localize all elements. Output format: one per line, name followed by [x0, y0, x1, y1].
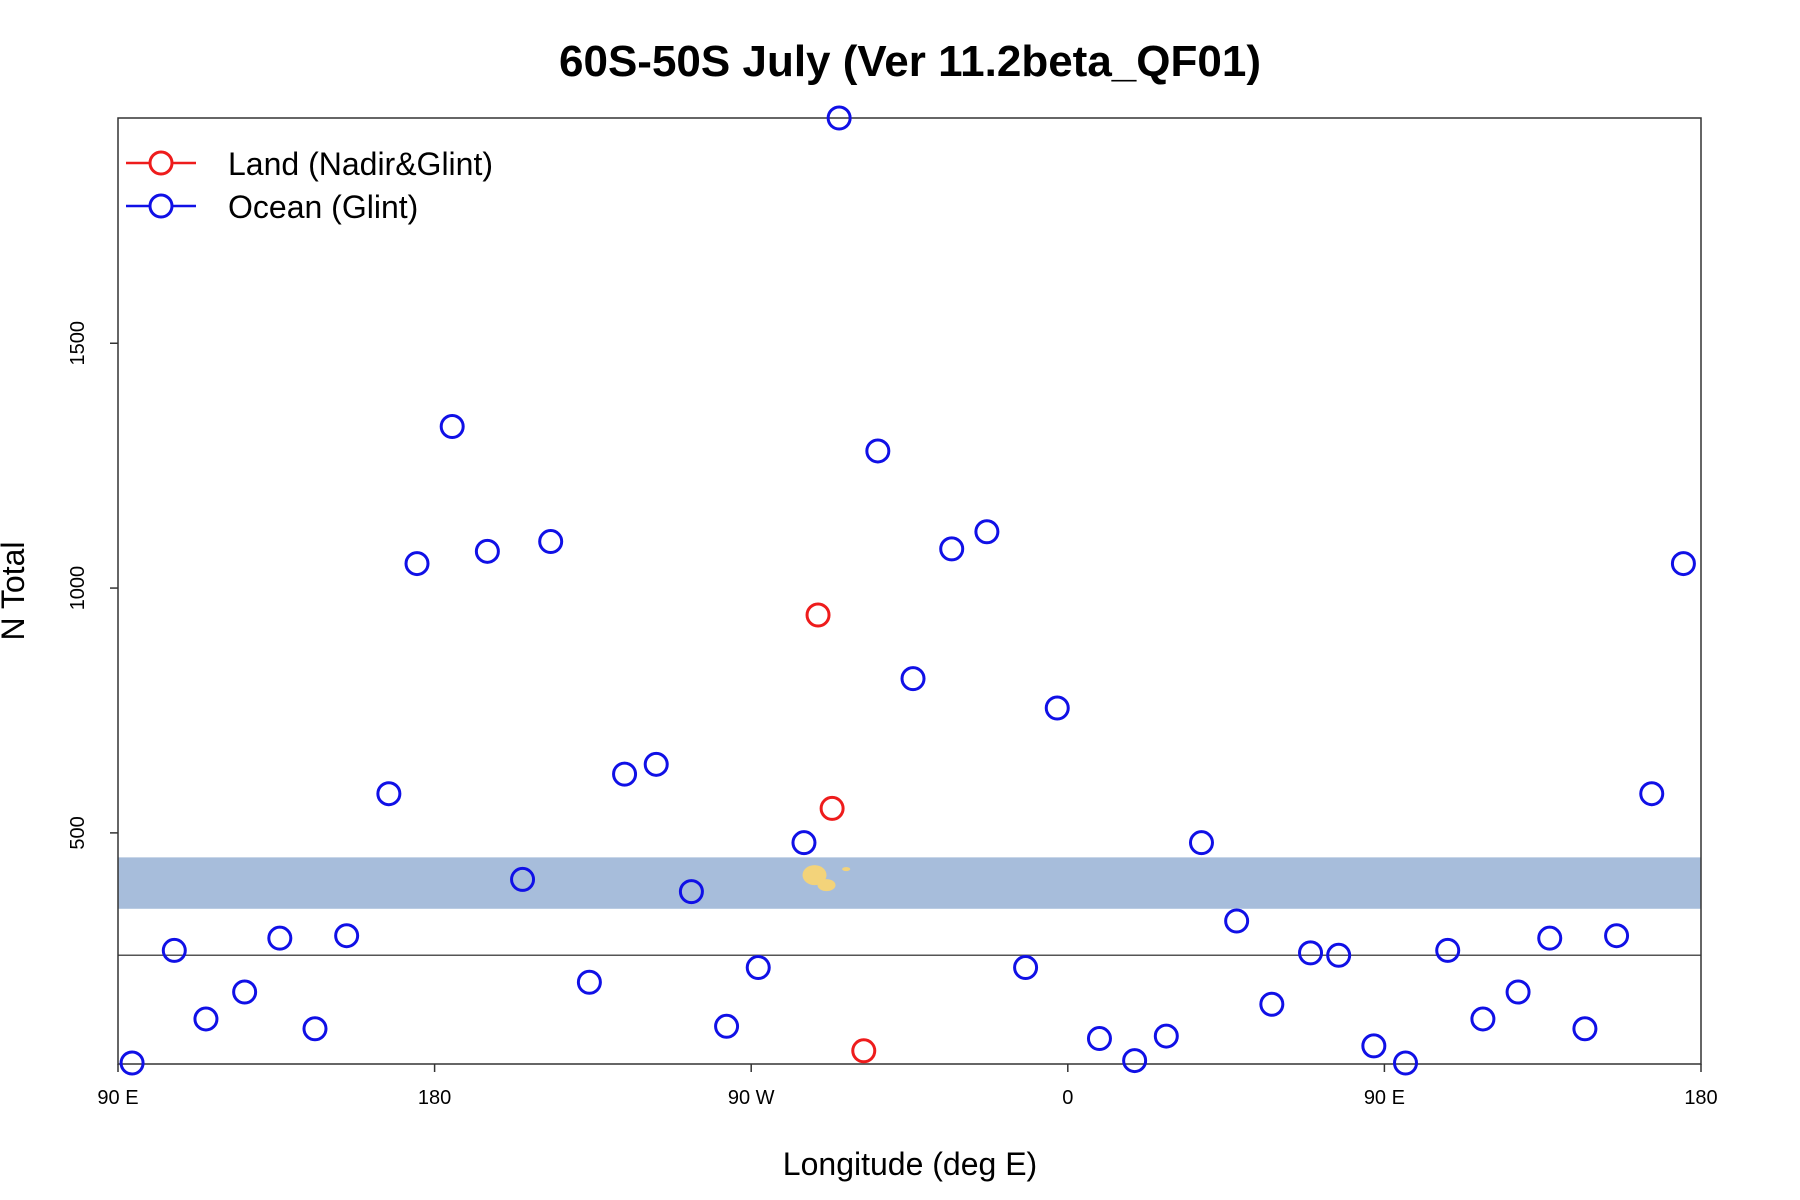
chart-title: 60S-50S July (Ver 11.2beta_QF01)	[559, 37, 1261, 86]
ocean-data-point	[939, 536, 965, 562]
plot-frame	[117, 117, 1702, 1065]
legend-item-ocean: Ocean (Glint)	[126, 189, 418, 225]
y-axis-label: N Total	[0, 541, 31, 640]
ocean-data-point	[161, 937, 187, 963]
ocean-data-point	[900, 666, 926, 692]
ocean-data-point	[612, 761, 638, 787]
ocean-data-point	[474, 538, 500, 564]
land-data-point	[805, 602, 831, 628]
ocean-data-point	[1572, 1016, 1598, 1042]
ocean-data-point	[1604, 923, 1630, 949]
ocean-data-point	[1639, 781, 1665, 807]
legend: Land (Nadir&Glint) Ocean (Glint)	[126, 146, 493, 225]
legend-item-land: Land (Nadir&Glint)	[126, 146, 493, 182]
ocean-data-point	[1393, 1050, 1419, 1076]
ocean-data-point	[1224, 908, 1250, 934]
ocean-data-point	[538, 529, 564, 555]
ocean-data-point	[119, 1050, 145, 1076]
x-tick-label: 180	[1684, 1087, 1717, 1109]
x-axis: 90 E 180 90 W 0 90 E 180	[97, 1064, 1718, 1109]
x-axis-label: Longitude (deg E)	[783, 1146, 1037, 1182]
legend-ocean-label: Ocean (Glint)	[228, 189, 418, 225]
ocean-data-point	[791, 830, 817, 856]
legend-land-label: Land (Nadir&Glint)	[228, 146, 493, 182]
land-patch	[817, 879, 836, 892]
x-tick-label: 90 E	[1364, 1087, 1405, 1109]
ocean-data-point	[1188, 830, 1214, 856]
ocean-data-point	[1259, 991, 1285, 1017]
land-patch	[842, 867, 851, 872]
y-tick-label: 1000	[67, 566, 89, 611]
ocean-data-point	[745, 955, 771, 981]
ocean-data-point	[1435, 937, 1461, 963]
ocean-data-point	[376, 781, 402, 807]
y-tick-label: 1500	[67, 321, 89, 366]
ocean-data-point	[576, 969, 602, 995]
ocean-data-point	[865, 438, 891, 464]
latitude-band	[118, 857, 1701, 909]
ocean-data-point	[302, 1016, 328, 1042]
y-axis: 500 1000 1500	[67, 321, 118, 850]
latitude-band-layer	[118, 857, 1701, 909]
ocean-data-point	[404, 551, 430, 577]
ocean-data-point	[826, 105, 852, 131]
ocean-data-point	[643, 751, 669, 777]
ocean-data-point	[1044, 695, 1070, 721]
land-data-point	[851, 1038, 877, 1064]
ocean-data-point	[1122, 1048, 1148, 1074]
ocean-data-point	[1326, 942, 1352, 968]
land-patch	[802, 865, 827, 886]
ocean-data-point	[1361, 1033, 1387, 1059]
x-tick-label: 180	[418, 1087, 451, 1109]
ocean-data-point	[1537, 925, 1563, 951]
ocean-data-point	[714, 1013, 740, 1039]
ocean-data-point	[193, 1006, 219, 1032]
ocean-data-point	[1013, 955, 1039, 981]
ocean-data-point	[232, 979, 258, 1005]
ocean-data-point	[678, 879, 704, 905]
ocean-data-point	[1086, 1026, 1112, 1052]
ocean-data-point	[1470, 1006, 1496, 1032]
legend-land-marker	[148, 150, 174, 176]
ocean-data-point	[1298, 940, 1324, 966]
ocean-data-point	[510, 866, 536, 892]
x-tick-label: 90 E	[97, 1087, 138, 1109]
ocean-data-point	[1505, 979, 1531, 1005]
x-tick-label: 0	[1062, 1087, 1073, 1109]
ocean-data-point	[974, 519, 1000, 545]
ocean-data-point	[1670, 551, 1696, 577]
ocean-data-point	[1153, 1023, 1179, 1049]
legend-ocean-marker	[148, 193, 174, 219]
y-tick-label: 500	[67, 816, 89, 849]
data-points	[119, 105, 1696, 1076]
ocean-data-point	[267, 925, 293, 951]
x-tick-label: 90 W	[728, 1087, 775, 1109]
land-data-point	[819, 795, 845, 821]
ocean-data-point	[334, 923, 360, 949]
ocean-data-point	[439, 413, 465, 439]
